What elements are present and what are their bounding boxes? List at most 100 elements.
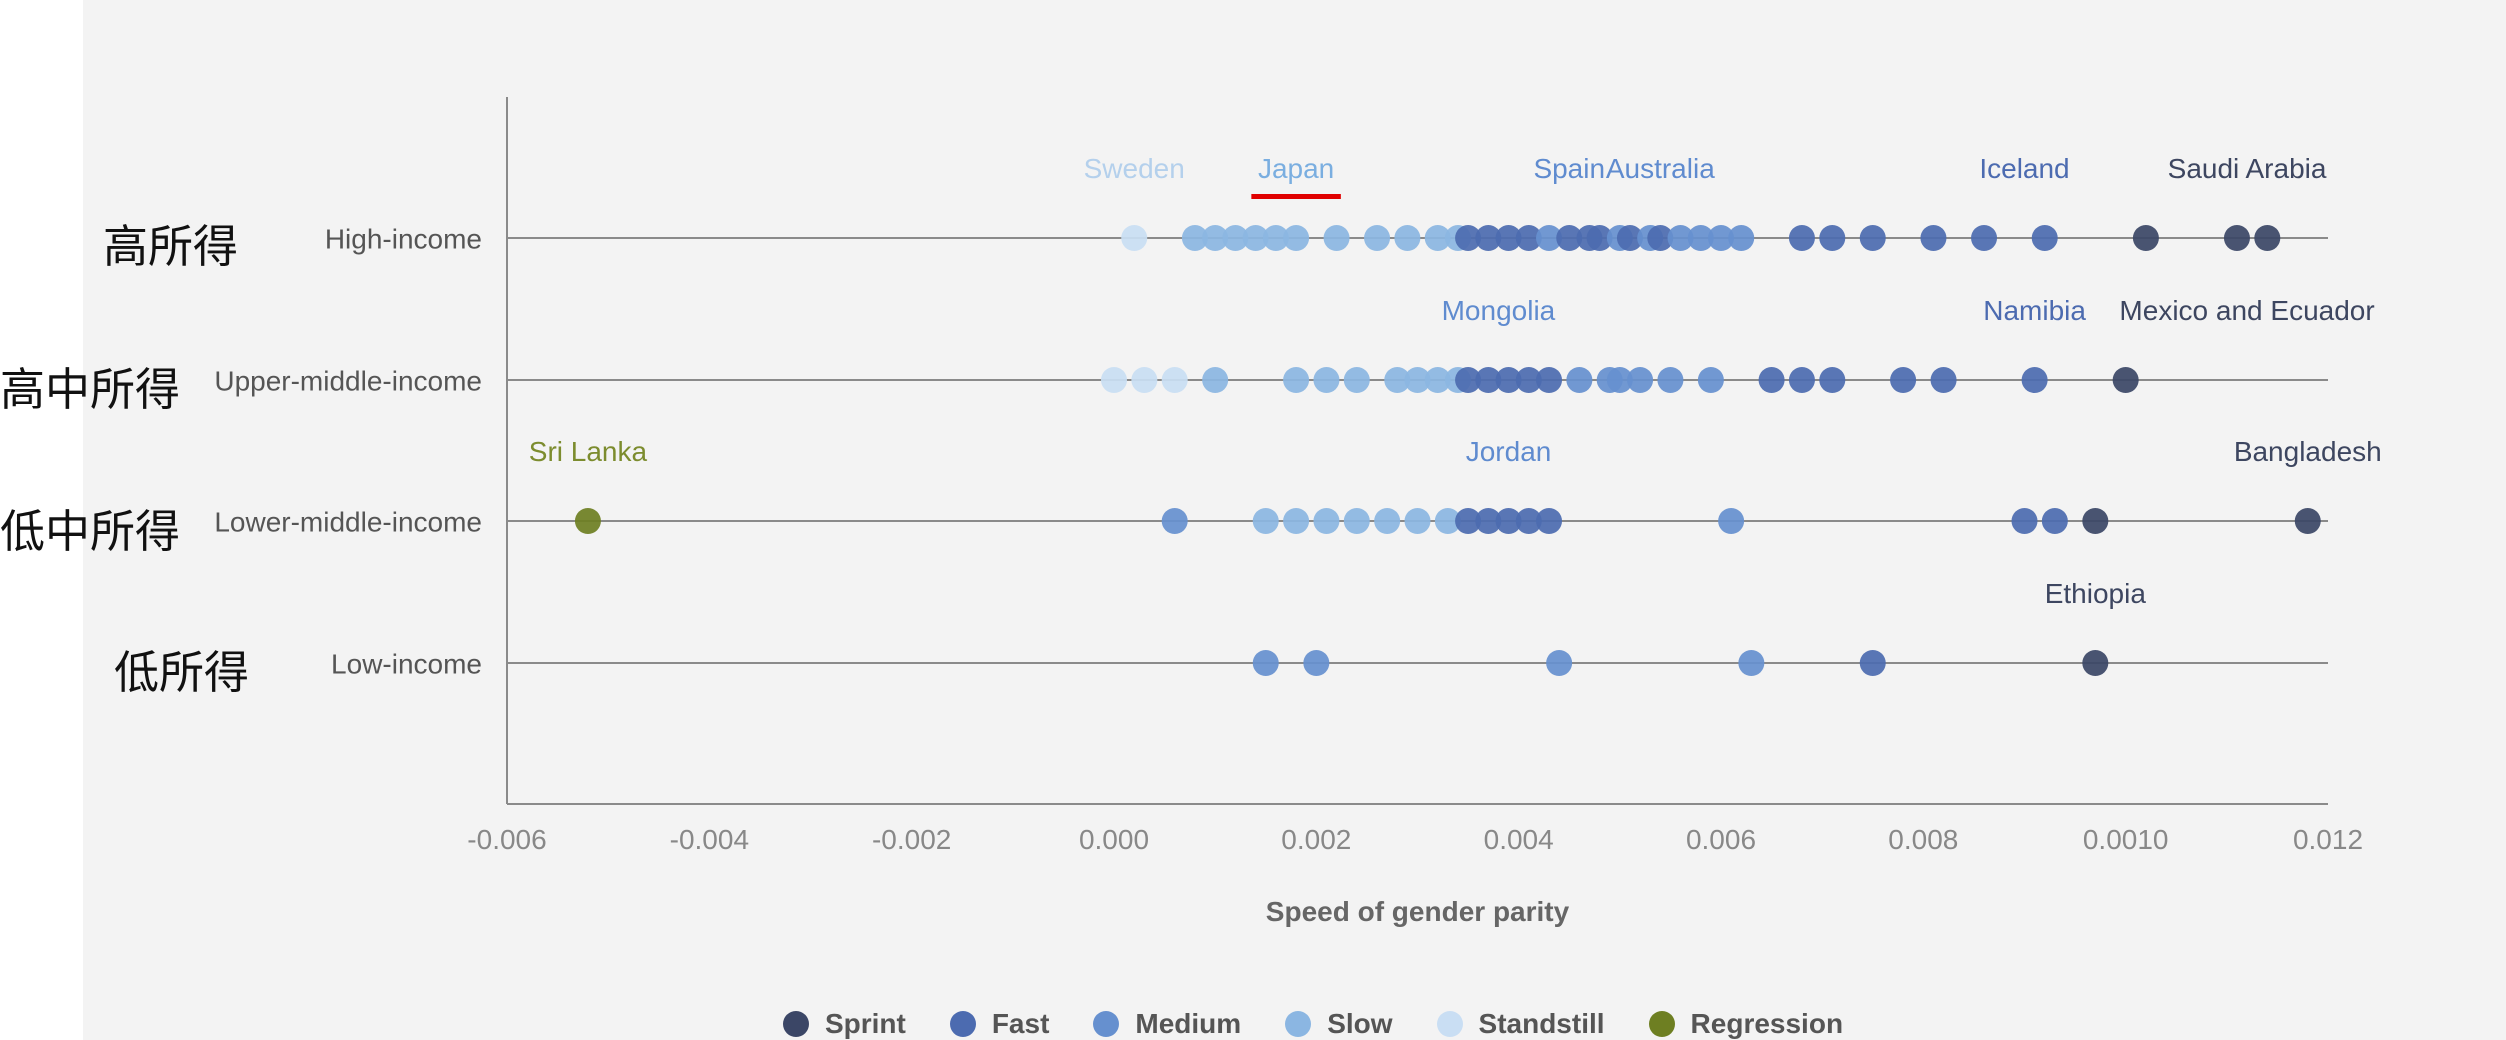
highlight-underline — [1251, 194, 1341, 199]
data-point — [1222, 225, 1249, 251]
data-point — [1971, 225, 1998, 251]
data-point — [1566, 367, 1593, 393]
data-point — [1606, 367, 1633, 393]
data-point — [1859, 650, 1886, 676]
data-point — [1475, 367, 1502, 393]
data-point — [1131, 367, 1158, 393]
legend-dot-regression — [1648, 1011, 1675, 1037]
data-point — [1283, 508, 1310, 534]
data-point — [1515, 225, 1542, 251]
data-point — [1404, 508, 1431, 534]
point-annotation: Saudi Arabia — [2168, 153, 2327, 184]
point-annotation: Sri Lanka — [529, 436, 648, 467]
data-point — [1515, 508, 1542, 534]
legend-dot-medium — [1093, 1011, 1120, 1037]
point-annotation: Iceland — [1979, 153, 2069, 184]
category-label: Upper-middle-income — [214, 365, 482, 396]
data-point — [1121, 225, 1148, 251]
legend-label-regression: Regression — [1690, 1008, 1844, 1039]
data-point — [1434, 508, 1461, 534]
legend-dot-fast — [949, 1011, 976, 1037]
point-annotation: Bangladesh — [2234, 436, 2382, 467]
x-tick-label: 0.006 — [1686, 824, 1756, 855]
chart-legend: Sprint Fast Medium Slow Standstill Regression — [0, 1008, 2506, 1040]
x-tick-label: -0.006 — [467, 824, 546, 855]
data-point — [2132, 225, 2159, 251]
data-point — [1181, 225, 1208, 251]
legend-item-fast: Fast — [949, 1008, 1049, 1040]
data-point — [2021, 367, 2048, 393]
data-point — [1718, 508, 1745, 534]
x-tick-label: -0.004 — [670, 824, 749, 855]
data-point — [1313, 367, 1340, 393]
legend-dot-slow — [1285, 1011, 1312, 1037]
point-annotation: Mongolia — [1442, 295, 1556, 326]
row-label-jp-upper-middle: 高中所得 — [0, 363, 181, 416]
data-point — [574, 508, 601, 534]
data-point — [1495, 225, 1522, 251]
data-point — [1515, 367, 1542, 393]
data-point — [2031, 225, 2058, 251]
point-annotation: Jordan — [1466, 436, 1552, 467]
x-tick-label: 0.008 — [1888, 824, 1958, 855]
data-point — [1475, 225, 1502, 251]
data-point — [1374, 508, 1401, 534]
data-point — [1546, 650, 1573, 676]
data-point — [1161, 367, 1188, 393]
point-annotation: Mexico and Ecuador — [2119, 295, 2374, 326]
data-point — [2294, 508, 2321, 534]
data-point — [1343, 508, 1370, 534]
row-label-jp-low: 低所得 — [114, 646, 250, 699]
legend-item-standstill: Standstill — [1436, 1008, 1605, 1040]
x-tick-label: 0.002 — [1281, 824, 1351, 855]
data-point — [2254, 225, 2281, 251]
data-point — [1313, 508, 1340, 534]
category-label: Low-income — [331, 648, 482, 679]
data-point — [1455, 508, 1482, 534]
data-point — [1364, 225, 1391, 251]
data-point — [1404, 367, 1431, 393]
point-annotation: Japan — [1258, 153, 1334, 184]
data-point — [1242, 225, 1269, 251]
data-point — [1343, 367, 1370, 393]
data-point — [1687, 225, 1714, 251]
data-point — [1788, 225, 1815, 251]
legend-item-medium: Medium — [1093, 1008, 1241, 1040]
data-point — [1384, 367, 1411, 393]
point-annotation: Ethiopia — [2045, 578, 2147, 609]
x-axis-label: Speed of gender parity — [1266, 896, 1570, 927]
data-point — [1283, 225, 1310, 251]
data-point — [1202, 367, 1229, 393]
data-point — [1667, 225, 1694, 251]
data-point — [1101, 367, 1127, 393]
data-point — [1262, 225, 1289, 251]
data-point — [1455, 367, 1482, 393]
data-point — [1930, 367, 1957, 393]
data-point — [1788, 367, 1815, 393]
data-point — [1556, 225, 1583, 251]
data-point — [1424, 225, 1451, 251]
data-point — [1859, 225, 1886, 251]
data-point — [1697, 367, 1724, 393]
data-point — [1536, 508, 1563, 534]
data-point — [2223, 225, 2250, 251]
data-point — [1536, 367, 1563, 393]
data-point — [1758, 367, 1785, 393]
data-point — [1890, 367, 1917, 393]
data-point — [1536, 225, 1563, 251]
legend-label-medium: Medium — [1135, 1008, 1242, 1039]
legend-label-standstill: Standstill — [1478, 1008, 1605, 1039]
data-point — [1252, 508, 1279, 534]
legend-item-regression: Regression — [1648, 1008, 1844, 1040]
data-point — [1283, 367, 1310, 393]
data-point — [1495, 367, 1522, 393]
point-annotation: Australia — [1606, 153, 1715, 184]
data-point — [1303, 650, 1330, 676]
point-annotation: Spain — [1533, 153, 1605, 184]
legend-dot-standstill — [1436, 1011, 1463, 1037]
x-tick-label: 0.0010 — [2083, 824, 2169, 855]
data-point — [1475, 508, 1502, 534]
data-point — [1252, 650, 1279, 676]
legend-item-sprint: Sprint — [782, 1008, 906, 1040]
